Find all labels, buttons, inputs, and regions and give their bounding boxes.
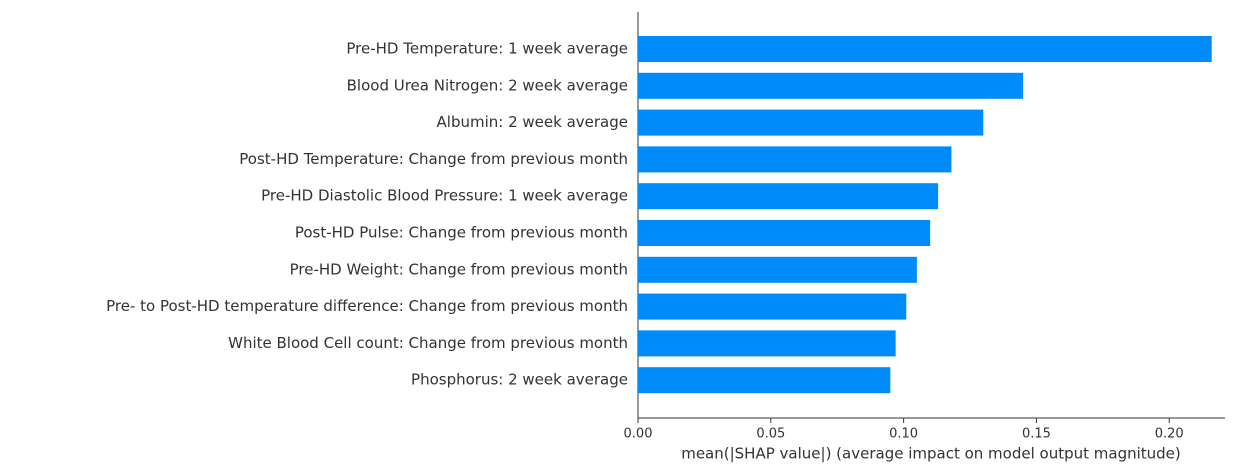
y-tick-label: Blood Urea Nitrogen: 2 week average xyxy=(347,76,628,94)
y-tick-label: Post-HD Pulse: Change from previous mont… xyxy=(295,224,628,242)
bar xyxy=(638,72,1024,99)
bar xyxy=(638,293,907,320)
y-tick-label: Pre-HD Temperature: 1 week average xyxy=(346,40,628,58)
x-axis-label: mean(|SHAP value|) (average impact on mo… xyxy=(681,445,1181,463)
x-tick-label: 0.15 xyxy=(1022,427,1051,442)
y-tick-label: Pre-HD Weight: Change from previous mont… xyxy=(290,260,628,278)
bar xyxy=(638,367,891,394)
x-tick-label: 0.00 xyxy=(624,427,653,442)
bar xyxy=(638,256,917,283)
bar xyxy=(638,36,1212,62)
x-tick-label: 0.20 xyxy=(1155,427,1184,442)
bar xyxy=(638,183,939,210)
bar xyxy=(638,146,952,173)
y-tick-label: Phosphorus: 2 week average xyxy=(411,371,628,389)
y-tick-label: Post-HD Temperature: Change from previou… xyxy=(239,150,628,168)
y-tick-label: Pre- to Post-HD temperature difference: … xyxy=(106,297,628,315)
y-tick-label: Albumin: 2 week average xyxy=(437,113,628,131)
bar xyxy=(638,220,931,246)
bar xyxy=(638,330,896,357)
x-tick-label: 0.10 xyxy=(889,427,918,442)
y-tick-label: White Blood Cell count: Change from prev… xyxy=(228,334,628,352)
y-tick-label: Pre-HD Diastolic Blood Pressure: 1 week … xyxy=(261,187,628,205)
bar xyxy=(638,109,984,136)
x-tick-label: 0.05 xyxy=(756,427,785,442)
